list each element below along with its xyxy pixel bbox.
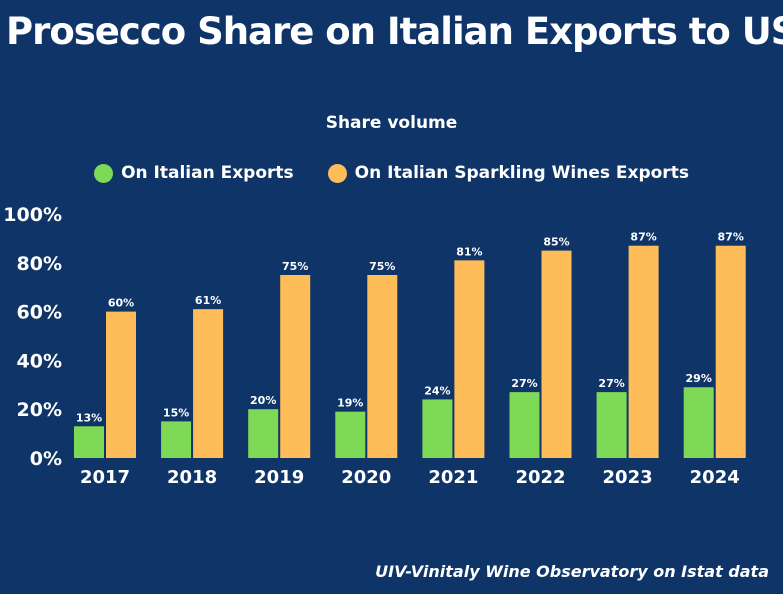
y-tick-label: 100% — [3, 204, 62, 226]
data-label: 81% — [456, 245, 482, 258]
x-tick-label: 2021 — [428, 467, 478, 488]
source-note: UIV-Vinitaly Wine Observatory on Istat d… — [375, 562, 769, 581]
x-tick-label: 2022 — [515, 467, 565, 488]
chart-legend: On Italian Exports On Italian Sparkling … — [0, 163, 783, 183]
bar-italian-exports — [509, 392, 540, 458]
data-label: 24% — [424, 384, 450, 397]
legend-swatch-green — [94, 163, 114, 183]
bar-sparkling-exports — [715, 245, 746, 458]
y-tick-label: 60% — [17, 302, 62, 324]
bar-italian-exports — [161, 421, 192, 458]
bar-italian-exports — [683, 387, 714, 458]
x-tick-label: 2018 — [167, 467, 217, 488]
data-label: 13% — [76, 411, 102, 424]
y-tick-label: 80% — [17, 253, 62, 275]
data-label: 87% — [630, 231, 656, 244]
data-label: 19% — [337, 397, 363, 410]
bar-sparkling-exports — [541, 250, 572, 458]
y-tick-label: 0% — [30, 448, 62, 470]
data-label: 75% — [282, 260, 308, 273]
data-label: 60% — [108, 297, 134, 310]
legend-label-italian-exports: On Italian Exports — [121, 163, 294, 183]
bar-sparkling-exports — [454, 260, 485, 458]
bar-sparkling-exports — [193, 309, 224, 458]
bar-italian-exports — [422, 399, 453, 458]
bar-sparkling-exports — [106, 311, 136, 458]
bar-italian-exports — [596, 392, 627, 458]
data-label: 20% — [250, 394, 276, 407]
bar-italian-exports — [248, 409, 279, 458]
x-tick-label: 2020 — [341, 467, 391, 488]
data-label: 75% — [369, 260, 395, 273]
y-tick-label: 40% — [17, 350, 62, 372]
legend-swatch-orange — [327, 163, 347, 183]
legend-item-italian-exports: On Italian Exports — [94, 163, 294, 183]
data-label: 27% — [511, 377, 537, 390]
bar-sparkling-exports — [280, 275, 311, 458]
data-label: 27% — [598, 377, 624, 390]
data-label: 29% — [686, 372, 712, 385]
chart-subtitle: Share volume — [325, 113, 458, 133]
data-label: 85% — [543, 236, 569, 249]
bar-sparkling-exports — [628, 245, 659, 458]
page-title: Prosecco Share on Italian Exports to US — [6, 10, 783, 53]
data-label: 61% — [195, 294, 221, 307]
x-tick-label: 2024 — [690, 467, 740, 488]
bar-sparkling-exports — [367, 275, 398, 458]
x-tick-label: 2017 — [80, 467, 130, 488]
legend-label-sparkling-exports: On Italian Sparkling Wines Exports — [354, 163, 689, 183]
data-label: 87% — [718, 231, 744, 244]
bar-italian-exports — [335, 411, 366, 458]
y-tick-label: 20% — [17, 399, 62, 421]
data-label: 15% — [163, 406, 189, 419]
legend-item-sparkling-exports: On Italian Sparkling Wines Exports — [327, 163, 689, 183]
x-tick-label: 2019 — [254, 467, 304, 488]
x-tick-label: 2023 — [603, 467, 653, 488]
bar-italian-exports — [74, 426, 104, 458]
